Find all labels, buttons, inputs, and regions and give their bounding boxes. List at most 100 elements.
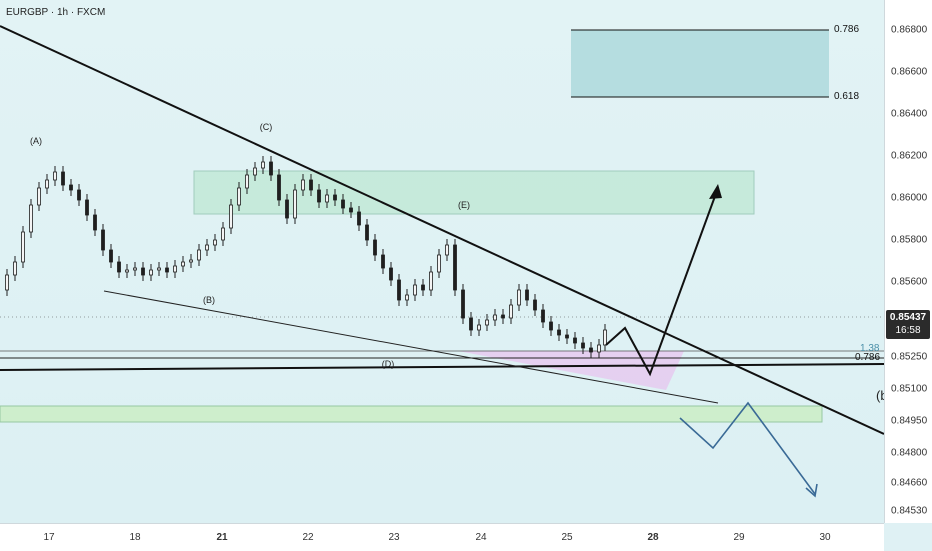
fib-label-lower-138: 1.38 <box>860 343 880 354</box>
bullish-arrowhead <box>709 184 722 199</box>
candle-body <box>285 199 289 219</box>
triangle-target-zone <box>458 351 684 390</box>
right-edge-wave-label: (b <box>876 388 884 403</box>
candle-body <box>413 284 417 296</box>
candle-body <box>197 249 201 261</box>
chart-drawing-layer[interactable] <box>0 0 884 523</box>
candle-body <box>453 244 457 291</box>
time-tick: 28 <box>647 532 659 543</box>
time-tick: 18 <box>129 532 141 543</box>
price-tick: 0.86600 <box>891 66 928 78</box>
candle-body <box>573 337 577 344</box>
bar-countdown: 16:58 <box>895 325 921 336</box>
wave-label-e: (E) <box>458 200 470 210</box>
candle-body <box>461 289 465 319</box>
candle-body <box>221 227 225 241</box>
resistance-zone <box>193 170 755 215</box>
candle-body <box>237 187 241 206</box>
candle-body <box>421 284 425 291</box>
last-price-value: 0.85437 <box>889 312 927 323</box>
fib-label-lower-0786: 0.786 <box>855 352 881 363</box>
candle-body <box>149 269 153 276</box>
candle-body <box>165 267 169 273</box>
candle-body <box>429 271 433 291</box>
time-tick: 30 <box>819 532 831 543</box>
time-tick: 24 <box>475 532 487 543</box>
price-tick: 0.86800 <box>891 24 928 36</box>
horizontal-support-line <box>0 363 884 371</box>
candle-body <box>21 231 25 263</box>
candle-body <box>365 224 369 241</box>
descending-trendline-upper <box>0 25 884 435</box>
candle-body <box>493 314 497 321</box>
candle-body <box>117 261 121 273</box>
time-tick: 21 <box>216 532 228 543</box>
candle-body <box>557 329 561 336</box>
candle-body <box>485 319 489 326</box>
fib-label-upper-0618: 0.618 <box>834 91 860 102</box>
candle-body <box>389 267 393 281</box>
candle-body <box>581 342 585 349</box>
candle-body <box>317 189 321 203</box>
bearish-projection-path <box>679 401 816 495</box>
price-tick: 0.85600 <box>891 276 928 288</box>
symbol-label: EURGBP · 1h · FXCM <box>6 7 106 18</box>
candle-body <box>61 171 65 186</box>
candle-body <box>405 294 409 301</box>
fib-target-box <box>571 30 829 97</box>
candle-body <box>477 324 481 331</box>
candle-body <box>293 189 297 219</box>
candle-body <box>603 329 607 346</box>
candle-body <box>77 189 81 201</box>
price-tick: 0.86200 <box>891 150 928 162</box>
candle-body <box>333 194 337 201</box>
candle-body <box>101 229 105 251</box>
price-tick: 0.85800 <box>891 234 928 246</box>
wave-label-a: (A) <box>30 136 42 146</box>
candle-body <box>29 204 33 233</box>
candle-body <box>229 204 233 229</box>
time-tick: 23 <box>388 532 400 543</box>
candle-body <box>301 179 305 191</box>
candle-body <box>45 179 49 189</box>
candle-body <box>309 179 313 191</box>
candle-body <box>597 344 601 353</box>
candle-body <box>93 214 97 231</box>
candle-body <box>549 321 553 331</box>
candle-body <box>253 167 257 176</box>
candle-body <box>517 289 521 306</box>
candle-body <box>341 199 345 209</box>
candle-body <box>277 174 281 201</box>
candle-body <box>205 244 209 251</box>
time-tick: 29 <box>733 532 745 543</box>
candle-body <box>325 194 329 203</box>
candle-body <box>437 254 441 273</box>
candle-body <box>501 314 505 319</box>
candle-body <box>69 184 73 191</box>
price-axis[interactable]: 0.86800 0.86600 0.86400 0.86200 0.86000 … <box>884 0 932 523</box>
chart-pane[interactable]: EURGBP · 1h · FXCM 0.786 0.618 1.38 0.78… <box>0 0 884 523</box>
candle-body <box>589 347 593 353</box>
candle-body <box>245 174 249 189</box>
candle-body <box>525 289 529 301</box>
price-tick: 0.86400 <box>891 108 928 120</box>
candle-body <box>533 299 537 311</box>
time-axis[interactable]: 17 18 21 22 23 24 25 28 29 30 <box>0 523 884 551</box>
candle-body <box>173 265 177 273</box>
candle-body <box>13 261 17 276</box>
candle-body <box>357 211 361 226</box>
candle-body <box>565 334 569 339</box>
candle-body <box>509 304 513 319</box>
price-tick: 0.85250 <box>891 351 928 363</box>
wave-label-b: (B) <box>203 295 215 305</box>
support-zone <box>0 405 823 423</box>
price-tick: 0.84800 <box>891 447 928 459</box>
candle-body <box>157 267 161 271</box>
time-tick: 17 <box>43 532 55 543</box>
candle-body <box>5 274 9 291</box>
price-tick: 0.85100 <box>891 383 928 395</box>
price-tick: 0.84950 <box>891 415 928 427</box>
candle-body <box>85 199 89 216</box>
candle-body <box>269 161 273 176</box>
